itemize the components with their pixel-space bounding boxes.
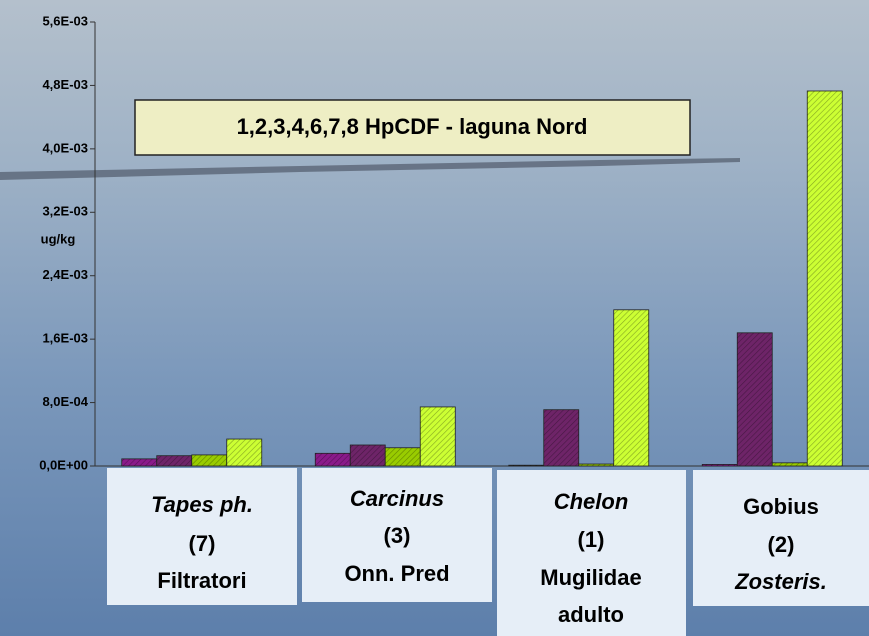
bar-hatch: [807, 90, 843, 466]
category-box: [107, 468, 297, 605]
bar-hatch: [772, 462, 808, 466]
x-tick-label: Gobius: [743, 494, 819, 519]
y-tick-label: 1,6E-03: [42, 331, 88, 346]
bar-hatch: [737, 332, 773, 466]
y-tick-label: 4,8E-03: [42, 77, 88, 92]
plot-area: 0,0E+00 8,0E-04 1,6E-03 2,4E-03 3,2E-03 4,0E-…: [39, 13, 869, 472]
bar-hatch: [702, 464, 738, 466]
x-tick-label: (1): [578, 527, 605, 552]
x-tick-label: Onn. Pred: [344, 561, 449, 586]
chart-title: 1,2,3,4,6,7,8 HpCDF - laguna Nord: [237, 114, 588, 139]
y-axis-label: ug/kg: [41, 231, 76, 246]
bar-hatch: [191, 454, 227, 466]
x-tick-label: (7): [189, 531, 216, 556]
category-box: [693, 470, 869, 606]
title-box: [134, 99, 691, 156]
bar-hatch: [543, 409, 579, 466]
x-tick-label: Tapes ph.: [151, 492, 253, 517]
x-tick-label: Carcinus: [350, 486, 444, 511]
x-tick-label: Zosteris.: [734, 569, 827, 594]
category-box: [497, 470, 686, 636]
bar-hatch: [578, 464, 614, 466]
y-tick-label: 4,0E-03: [42, 140, 88, 155]
category-box: [302, 468, 492, 602]
x-tick-label: adulto: [558, 602, 624, 627]
x-tick-label: (2): [768, 532, 795, 557]
y-tick-label: 3,2E-03: [42, 204, 88, 219]
bar-hatch: [315, 453, 351, 466]
horizon: [0, 158, 740, 180]
x-tick-label: Chelon: [554, 489, 629, 514]
bar-hatch: [156, 455, 192, 466]
bar-hatch: [385, 447, 421, 466]
bar-hatch: [613, 309, 649, 466]
x-tick-label: Mugilidae: [540, 565, 641, 590]
x-tick-label: (3): [384, 523, 411, 548]
y-tick-label: 5,6E-03: [42, 13, 88, 28]
bar-hatch: [420, 406, 456, 466]
y-tick-label: 0,0E+00: [39, 457, 88, 472]
y-tick-label: 2,4E-03: [42, 267, 88, 282]
x-tick-label: Filtratori: [157, 568, 246, 593]
bar-hatch: [121, 458, 157, 466]
bar-hatch: [508, 465, 544, 466]
y-tick-label: 8,0E-04: [42, 394, 88, 409]
bar-hatch: [350, 444, 386, 466]
bar-hatch: [226, 439, 262, 466]
